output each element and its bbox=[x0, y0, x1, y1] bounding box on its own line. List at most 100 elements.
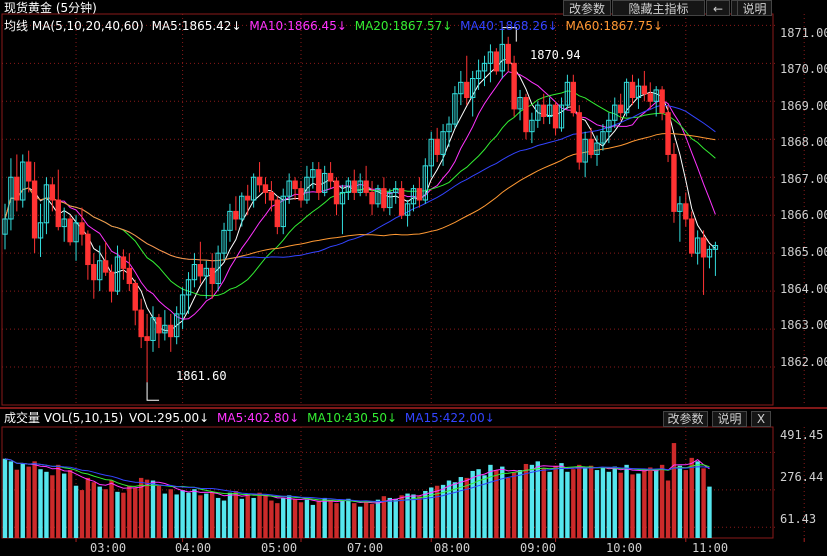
candle-body bbox=[209, 267, 215, 285]
candle-body bbox=[594, 142, 600, 155]
candle-body bbox=[487, 51, 494, 64]
volume-bar bbox=[322, 497, 327, 538]
volume-bar bbox=[26, 466, 31, 538]
volume-help-button[interactable]: 说明 bbox=[712, 411, 747, 427]
volume-bar bbox=[464, 477, 469, 538]
candle-body bbox=[310, 169, 316, 178]
volume-bar bbox=[292, 498, 298, 538]
candle-body bbox=[434, 138, 440, 155]
volume-bar bbox=[97, 486, 102, 538]
candle-body bbox=[79, 222, 85, 235]
volume-bar bbox=[198, 495, 203, 538]
scroll-left-button[interactable]: ← bbox=[706, 0, 730, 16]
volume-bar bbox=[541, 468, 546, 538]
candle-body bbox=[227, 210, 233, 231]
volume-bar bbox=[20, 463, 25, 538]
candle-body bbox=[546, 104, 553, 117]
candle-body bbox=[286, 180, 292, 197]
candle-body bbox=[55, 199, 61, 228]
price-tick-label: 1862.00 bbox=[780, 355, 827, 369]
volume-bar bbox=[446, 480, 452, 538]
volume-bar bbox=[352, 503, 357, 538]
candle-body bbox=[694, 237, 701, 254]
candle-body bbox=[25, 161, 32, 182]
candle-body bbox=[61, 218, 67, 228]
candle-body bbox=[517, 97, 523, 110]
candle-body bbox=[120, 256, 127, 269]
ma40-value: MA40:1868.26↓ bbox=[460, 19, 558, 33]
candle-body bbox=[304, 176, 310, 201]
volume-bar bbox=[138, 477, 144, 538]
candle-body bbox=[43, 184, 50, 224]
volume-bar bbox=[103, 489, 108, 538]
candle-body bbox=[197, 264, 204, 277]
volume-bar bbox=[588, 465, 594, 538]
volume-bar bbox=[369, 504, 375, 538]
volume-bar bbox=[701, 468, 706, 538]
price-tick-label: 1865.00 bbox=[780, 245, 827, 259]
ma-legend: 均线 MA(5,10,20,40,60) MA5:1865.42↓ MA10:1… bbox=[4, 19, 663, 34]
candle-body bbox=[458, 81, 464, 95]
candle-body bbox=[552, 104, 559, 129]
candle-body bbox=[339, 191, 346, 205]
ma10-value: MA10:1866.45↓ bbox=[249, 19, 347, 33]
volume-bars bbox=[2, 443, 712, 538]
candle-body bbox=[440, 131, 446, 155]
volume-bar bbox=[582, 468, 588, 538]
volume-bar bbox=[50, 475, 55, 538]
candle-body bbox=[221, 229, 227, 254]
candle-body bbox=[156, 317, 162, 334]
candle-body bbox=[505, 43, 511, 64]
volume-bar bbox=[62, 473, 67, 538]
change-params-button[interactable]: 改参数 bbox=[563, 0, 611, 16]
candle-body bbox=[250, 176, 257, 201]
volume-tick-label: 61.43 bbox=[780, 512, 817, 526]
volume-bar bbox=[215, 497, 221, 538]
candle-body bbox=[677, 203, 683, 212]
time-tick-label: 04:00 bbox=[175, 541, 212, 555]
volume-bar bbox=[304, 499, 310, 538]
volume-bar bbox=[393, 498, 398, 538]
candle-body bbox=[665, 112, 671, 155]
time-tick-label: 08:00 bbox=[434, 541, 471, 555]
help-button[interactable]: 说明 bbox=[737, 0, 772, 16]
time-tick-label: 05:00 bbox=[261, 541, 298, 555]
volume-bar bbox=[535, 461, 540, 538]
volume-bar bbox=[630, 474, 635, 538]
candle-body bbox=[529, 119, 535, 133]
candle-body bbox=[570, 81, 577, 114]
candle-body bbox=[464, 81, 470, 99]
volume-bar bbox=[411, 494, 416, 538]
volume-change-params-button[interactable]: 改参数 bbox=[663, 411, 708, 427]
volume-bar bbox=[251, 497, 256, 538]
volume-bar bbox=[452, 482, 458, 538]
volume-bar bbox=[174, 494, 179, 538]
volume-tick-label: 276.44 bbox=[780, 470, 824, 484]
candle-body bbox=[274, 199, 281, 228]
volume-bar bbox=[221, 500, 227, 538]
volume-bar bbox=[210, 491, 215, 538]
vol-value: VOL:295.00↓ bbox=[128, 411, 210, 425]
candle-body bbox=[712, 245, 719, 250]
candle-body bbox=[469, 78, 476, 99]
volume-close-button[interactable]: X bbox=[751, 411, 771, 427]
time-tick-label: 10:00 bbox=[606, 541, 643, 555]
volume-bar bbox=[476, 469, 481, 538]
candle-body bbox=[541, 104, 547, 117]
candle-body bbox=[97, 260, 103, 281]
volume-bar bbox=[38, 469, 43, 538]
volume-bar bbox=[358, 506, 363, 538]
candle-body bbox=[2, 218, 8, 235]
volume-bar bbox=[168, 489, 173, 538]
hide-main-indicator-button[interactable]: 隐藏主指标 bbox=[612, 0, 705, 16]
volume-bar bbox=[286, 495, 292, 538]
volume-bar bbox=[523, 463, 529, 538]
low-marker bbox=[146, 382, 160, 401]
candle-body bbox=[647, 93, 653, 102]
volume-bar bbox=[577, 464, 582, 538]
volume-bar bbox=[269, 500, 274, 538]
candle-body bbox=[683, 203, 689, 220]
vol-ma5-value: MA5:402.80↓ bbox=[217, 411, 300, 425]
candle-body bbox=[150, 317, 156, 341]
